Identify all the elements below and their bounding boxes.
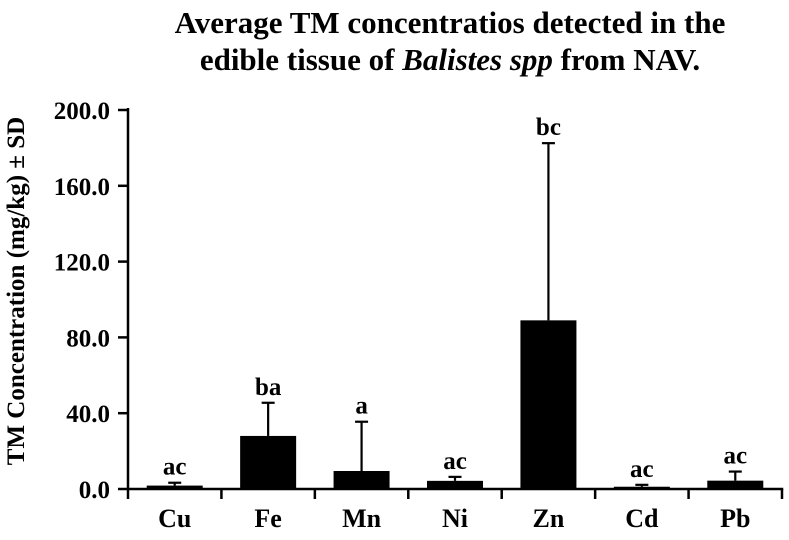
- sig-label-zn: bc: [536, 114, 561, 141]
- sig-label-cu: ac: [163, 454, 187, 481]
- bar-cu: [146, 485, 203, 489]
- sig-label-ni: ac: [443, 448, 467, 475]
- y-tick-label-2: 80.0: [66, 325, 110, 352]
- x-tick-label-mn: Mn: [342, 504, 382, 533]
- bar-ni: [427, 480, 483, 489]
- x-tick-label-fe: Fe: [254, 504, 281, 533]
- species-name-italic: Balistes spp: [402, 42, 553, 77]
- bar-fe: [240, 435, 297, 489]
- bar-cd: [613, 486, 670, 489]
- x-tick-label-cu: Cu: [158, 504, 191, 533]
- y-tick-label-4: 160.0: [54, 174, 110, 201]
- chart-title-line1: Average TM concentratios detected in the: [174, 5, 726, 40]
- x-tick-label-cd: Cd: [625, 504, 659, 533]
- y-tick-label-0: 0.0: [79, 477, 110, 504]
- chart-title: Average TM concentratios detected in the…: [120, 4, 780, 78]
- bar-zn: [520, 320, 577, 489]
- bar-pb: [707, 480, 764, 489]
- sig-label-fe: ba: [255, 374, 282, 401]
- y-tick-label-3: 120.0: [54, 250, 110, 277]
- x-tick-label-pb: Pb: [720, 504, 750, 533]
- chart-title-line2: edible tissue of Balistes spp from NAV.: [199, 42, 701, 77]
- sig-label-mn: a: [355, 393, 368, 420]
- y-tick-label-5: 200.0: [54, 98, 110, 125]
- sig-label-cd: ac: [630, 456, 654, 483]
- x-tick-label-ni: Ni: [442, 504, 468, 533]
- y-tick-label-1: 40.0: [66, 401, 110, 428]
- bar-mn: [333, 470, 390, 489]
- sig-label-pb: ac: [723, 443, 747, 470]
- x-tick-label-zn: Zn: [533, 504, 565, 533]
